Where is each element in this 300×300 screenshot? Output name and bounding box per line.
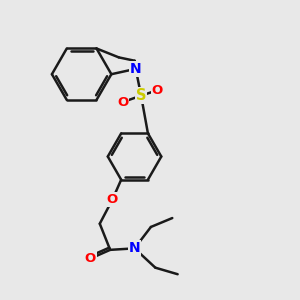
- Text: O: O: [152, 84, 163, 97]
- Text: O: O: [84, 252, 96, 265]
- Text: N: N: [130, 62, 142, 76]
- Text: N: N: [129, 242, 140, 255]
- Text: S: S: [136, 88, 146, 103]
- Text: O: O: [117, 96, 128, 109]
- Text: O: O: [106, 194, 118, 206]
